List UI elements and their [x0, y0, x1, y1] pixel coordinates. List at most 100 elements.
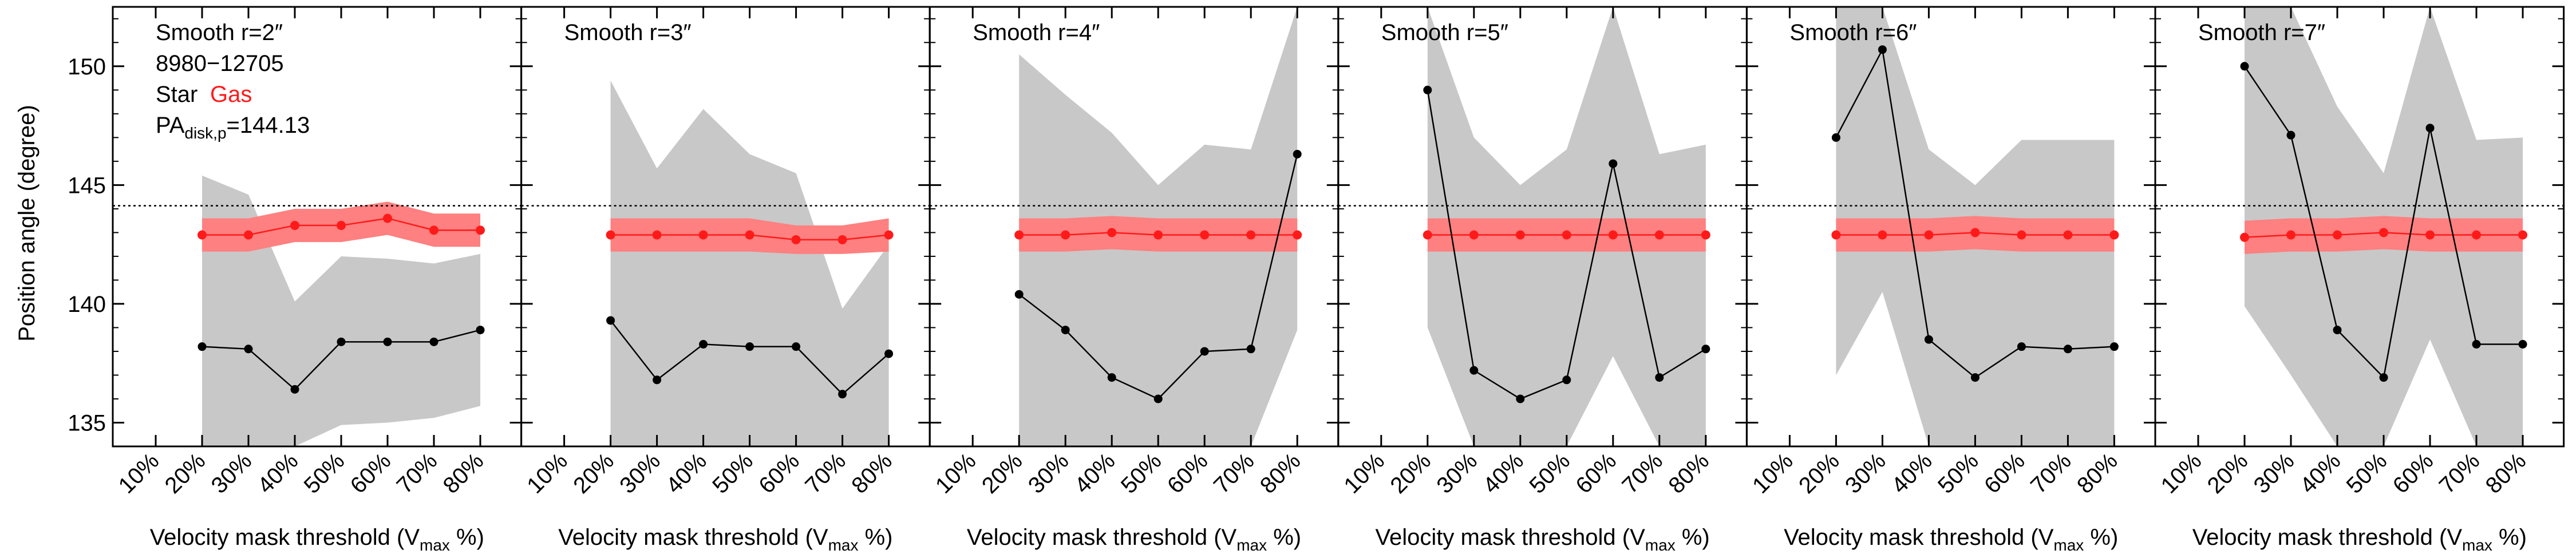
x-axis-label: Velocity mask threshold (Vmax %) — [2192, 525, 2527, 554]
x-tick-label: 80% — [1664, 448, 1714, 498]
gas-point — [476, 225, 485, 235]
x-tick-label: 80% — [2072, 448, 2123, 498]
gas-point — [244, 230, 253, 240]
gas-point — [1293, 230, 1302, 240]
gas-point — [1831, 230, 1841, 240]
star-point — [1107, 373, 1116, 382]
x-tick-label: 70% — [1209, 448, 1259, 498]
plot-area — [1338, 7, 1747, 446]
gas-point — [2017, 230, 2026, 240]
x-tick-label: 50% — [708, 448, 758, 498]
star-point — [1469, 366, 1479, 375]
gas-point — [1061, 230, 1070, 240]
x-tick-label: 80% — [2481, 448, 2531, 498]
star-point — [1153, 394, 1163, 403]
x-tick-label: 50% — [1933, 448, 1984, 498]
gas-point — [2109, 230, 2119, 240]
gas-point — [1246, 230, 1256, 240]
star-point — [383, 337, 392, 346]
star-point — [2286, 130, 2296, 140]
x-tick-label: 40% — [1478, 448, 1528, 498]
x-axis-label: Velocity mask threshold (Vmax %) — [558, 525, 892, 554]
x-tick-label: 10% — [2156, 448, 2207, 498]
panel-1: 135 140 145 150 10%20%30%40%50%60%70%80% Velo… — [68, 6, 523, 554]
plot-area — [521, 80, 930, 446]
star-point — [1516, 394, 1525, 403]
star-point — [476, 326, 485, 335]
gas-point — [429, 225, 438, 235]
gas-point — [1970, 228, 1980, 238]
x-tick-label: 10% — [1748, 448, 1798, 498]
x-tick-label: 40% — [2296, 448, 2346, 498]
star-point — [337, 337, 346, 346]
x-tick-label: 40% — [1887, 448, 1937, 498]
gas-point — [1701, 230, 1710, 240]
x-tick-label: 80% — [438, 448, 489, 498]
gas-point — [1014, 230, 1024, 240]
gas-point — [2379, 228, 2388, 238]
panel-3: 10%20%30%40%50%60%70%80% Velocity mask th… — [929, 6, 1340, 554]
x-tick-label: 50% — [299, 448, 350, 498]
x-tick-label: 70% — [2435, 448, 2485, 498]
star-point — [244, 345, 253, 354]
plot-area — [1747, 7, 2155, 446]
panel-title: Smooth r=7″ — [2198, 20, 2325, 45]
gas-point — [2240, 232, 2249, 242]
star-uncertainty-band — [610, 80, 889, 446]
gas-point — [1654, 230, 1664, 240]
star-point — [429, 337, 438, 346]
star-point — [1701, 345, 1710, 354]
gas-point — [1562, 230, 1571, 240]
star-uncertainty-band — [202, 175, 480, 446]
star-point — [2109, 342, 2119, 351]
star-point — [1609, 159, 1618, 168]
star-point — [2379, 373, 2388, 382]
gas-point — [2333, 230, 2342, 240]
star-point — [1014, 290, 1024, 299]
gas-point — [2286, 230, 2296, 240]
x-tick-label: 20% — [160, 448, 211, 498]
panels: 13514014515010%20%30%40%50%60%70%80%Velo… — [68, 6, 2565, 554]
x-tick-label: 50% — [1116, 448, 1167, 498]
gas-point — [1423, 230, 1432, 240]
disk-pa-value: PAdisk,p=144.13 — [156, 113, 310, 142]
star-point — [1831, 133, 1840, 142]
x-tick-label: 70% — [2026, 448, 2076, 498]
gas-point — [197, 230, 207, 240]
star-point — [1655, 373, 1664, 382]
gas-point — [1469, 230, 1479, 240]
gas-point — [606, 230, 615, 240]
gas-point — [383, 213, 392, 223]
gas-point — [1153, 230, 1163, 240]
x-tick-label: 30% — [207, 448, 257, 498]
star-point — [1293, 149, 1302, 159]
star-point — [1423, 85, 1432, 94]
star-point — [1970, 373, 1980, 382]
y-axis-label: Position angle (degree) — [14, 105, 39, 342]
star-point — [1878, 45, 1887, 54]
gas-point — [337, 220, 346, 230]
x-tick-label: 60% — [2388, 448, 2439, 498]
gas-point — [1608, 230, 1618, 240]
star-point — [653, 375, 662, 385]
x-tick-label: 80% — [1255, 448, 1306, 498]
gas-point — [791, 235, 801, 244]
star-point — [290, 385, 299, 394]
gas-point — [652, 230, 662, 240]
x-tick-label: 70% — [392, 448, 442, 498]
x-tick-label: 30% — [615, 448, 665, 498]
panel-frame — [2154, 6, 2565, 448]
star-point — [1200, 347, 1209, 356]
legend-gas: Gas — [210, 82, 252, 107]
gas-point — [2472, 230, 2481, 240]
x-tick-label: 20% — [977, 448, 1028, 498]
x-tick-label: 70% — [800, 448, 851, 498]
panel-5: 10%20%30%40%50%60%70%80% Velocity mask th… — [1745, 6, 2156, 554]
panel-title: Smooth r=6″ — [1789, 20, 1917, 45]
star-point — [792, 342, 801, 351]
y-tick-label: 140 — [68, 292, 106, 317]
star-point — [838, 390, 847, 399]
x-tick-label: 20% — [568, 448, 619, 498]
star-point — [699, 339, 708, 349]
